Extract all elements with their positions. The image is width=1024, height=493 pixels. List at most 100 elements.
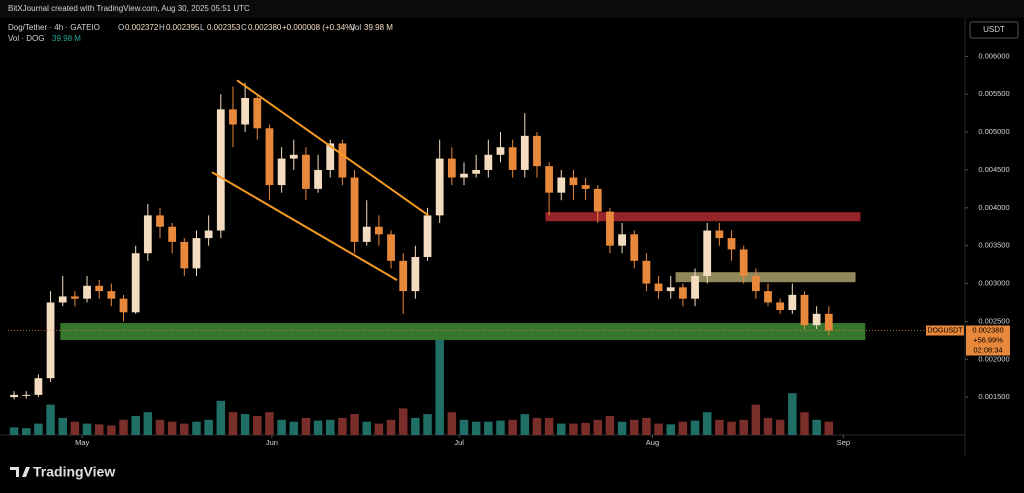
volume-bar <box>277 419 286 435</box>
brand: TradingView <box>33 464 115 480</box>
candle-body <box>545 166 554 193</box>
volume-bar <box>690 420 700 435</box>
candle-body <box>812 313 821 326</box>
ohlc-key: H <box>159 23 165 32</box>
zone <box>675 272 856 283</box>
candle-body <box>107 291 116 299</box>
volume-bar <box>325 419 335 435</box>
candle-body <box>265 128 274 186</box>
candle-body <box>70 296 79 299</box>
ohlc-value: 0.002353 <box>207 23 241 32</box>
vol-value: 39.98 M <box>364 23 393 32</box>
y-tick-label: 0.005000 <box>978 127 1009 136</box>
candle-body <box>447 158 456 178</box>
volume-bar <box>800 412 809 435</box>
y-tick-label: 0.003500 <box>978 241 1009 250</box>
ohlc-value: 0.002380 <box>248 23 282 32</box>
volume-bar <box>301 417 311 435</box>
volume-bar <box>265 412 274 435</box>
volume-bar <box>739 419 748 435</box>
volume-bar <box>228 412 238 435</box>
volume-bar <box>180 423 189 435</box>
candle-body <box>520 135 529 170</box>
candle-body <box>508 147 517 170</box>
price-tag-price: 0.002380 <box>972 325 1003 334</box>
candle-body <box>630 234 639 261</box>
y-tick-label: 0.006000 <box>978 51 1009 60</box>
symbol: Dog/Tether · 4h · GATEIO <box>8 23 100 32</box>
volume-bar <box>824 421 834 435</box>
candle-body <box>192 238 201 269</box>
ohlc-value: 0.002372 <box>125 23 159 32</box>
symbol-tag <box>926 325 964 336</box>
candle-body <box>496 147 505 155</box>
candle-body <box>703 230 712 276</box>
candle-body <box>95 285 104 292</box>
candle-body <box>751 275 760 292</box>
volume-bar <box>447 412 457 435</box>
trendline <box>236 79 429 217</box>
candle-body <box>302 154 310 189</box>
candle-body <box>678 287 687 299</box>
candle-body <box>642 260 651 284</box>
volume-bar <box>508 419 517 435</box>
volume-bar <box>496 420 505 435</box>
volume-bar <box>374 423 384 435</box>
price-tag <box>966 325 1010 356</box>
candle-body <box>715 230 724 239</box>
volume-bar <box>350 414 359 435</box>
candle-body <box>374 226 383 235</box>
volume-bar <box>216 400 226 435</box>
y-tick-label: 0.003000 <box>978 279 1009 288</box>
candle-body <box>727 238 736 250</box>
ohlc-key: L <box>200 23 205 32</box>
volume-bar <box>775 419 785 435</box>
candle-body <box>253 98 262 129</box>
candle-body <box>204 230 213 239</box>
volume-bar <box>107 425 116 435</box>
candle-body <box>618 234 626 246</box>
volume-bar <box>82 423 92 435</box>
volume-bar <box>642 417 651 435</box>
candle-body <box>460 173 468 178</box>
x-tick-label: Jun <box>266 438 278 447</box>
currency: USDT <box>983 25 1005 34</box>
volume-bar <box>192 421 201 435</box>
volume-bar <box>702 412 712 435</box>
volume-bar <box>532 417 542 435</box>
volume-bar <box>763 417 773 435</box>
volume-bar <box>253 416 262 435</box>
footer <box>0 456 1024 493</box>
ohlc-key: O <box>118 23 124 32</box>
volume-bar <box>557 423 566 435</box>
volume-bar <box>289 421 299 435</box>
trendline <box>211 171 398 281</box>
volume-bar <box>398 408 408 435</box>
volume-bar <box>751 404 761 435</box>
y-tick-label: 0.004500 <box>978 165 1009 174</box>
candle-body <box>435 158 444 216</box>
candle-body <box>654 283 663 292</box>
volume-bar <box>471 421 481 435</box>
volume-bar <box>812 419 821 435</box>
candle-body <box>764 291 772 303</box>
price-tag-countdown: 02:08:34 <box>973 345 1002 354</box>
volume-bar <box>605 416 615 435</box>
candle-body <box>216 109 225 231</box>
x-tick-label: Sep <box>837 438 850 447</box>
volume-bar <box>9 427 19 435</box>
change: +0.000008 (+0.34%) <box>282 23 355 32</box>
volume-bar <box>520 414 530 435</box>
candle-body <box>277 158 286 186</box>
candle-body <box>557 177 566 193</box>
price-tag-change: +56.99% <box>973 335 1003 344</box>
candle-body <box>581 185 590 189</box>
y-tick-label: 0.004000 <box>978 203 1009 212</box>
volume-bar <box>21 428 31 435</box>
zone <box>545 212 861 222</box>
header-bar <box>0 0 1024 18</box>
volume-bar <box>34 423 43 435</box>
zone <box>60 323 866 341</box>
